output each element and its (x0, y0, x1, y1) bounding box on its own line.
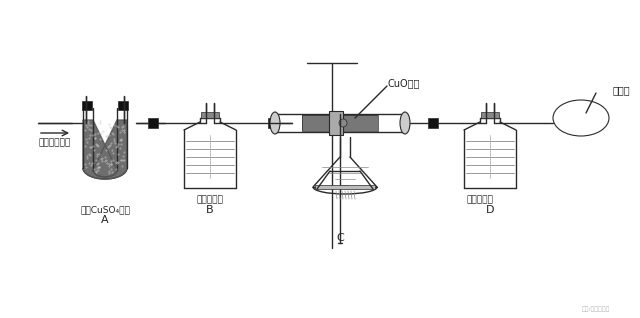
Text: 大气球: 大气球 (613, 85, 630, 95)
Bar (302, 115, 378, 131)
Bar (118, 101, 128, 110)
Bar (315, 185, 375, 189)
Polygon shape (83, 120, 127, 179)
Text: 无水CuSO₄粉末: 无水CuSO₄粉末 (80, 205, 130, 215)
Bar (275, 114, 405, 132)
Text: B: B (206, 205, 214, 215)
Circle shape (339, 119, 347, 127)
Ellipse shape (400, 112, 410, 134)
Text: 甲烷燃烧产物: 甲烷燃烧产物 (39, 139, 71, 148)
Text: C: C (336, 233, 344, 243)
Text: 头条/小破希富化: 头条/小破希富化 (582, 307, 610, 312)
Ellipse shape (270, 112, 280, 134)
Text: 澄清石灰水: 澄清石灰水 (196, 196, 223, 204)
Text: A: A (101, 215, 109, 225)
Bar (201, 112, 219, 118)
Text: CuO粉末: CuO粉末 (388, 78, 420, 88)
Text: 澄清石灰水: 澄清石灰水 (467, 196, 493, 204)
Bar (428, 118, 438, 128)
Bar (302, 115, 378, 131)
Bar (481, 112, 499, 118)
Bar (329, 111, 343, 135)
Bar (82, 101, 92, 110)
Bar (268, 118, 278, 128)
Bar (148, 118, 158, 128)
Text: D: D (486, 205, 494, 215)
